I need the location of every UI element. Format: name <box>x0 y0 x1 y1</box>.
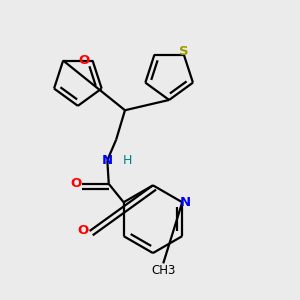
Text: O: O <box>77 224 89 238</box>
Text: H: H <box>123 154 133 167</box>
Text: N: N <box>102 154 113 167</box>
Text: O: O <box>79 54 90 67</box>
Text: CH3: CH3 <box>151 264 175 277</box>
Text: S: S <box>179 45 189 58</box>
Text: N: N <box>180 196 191 209</box>
Text: O: O <box>70 177 81 190</box>
